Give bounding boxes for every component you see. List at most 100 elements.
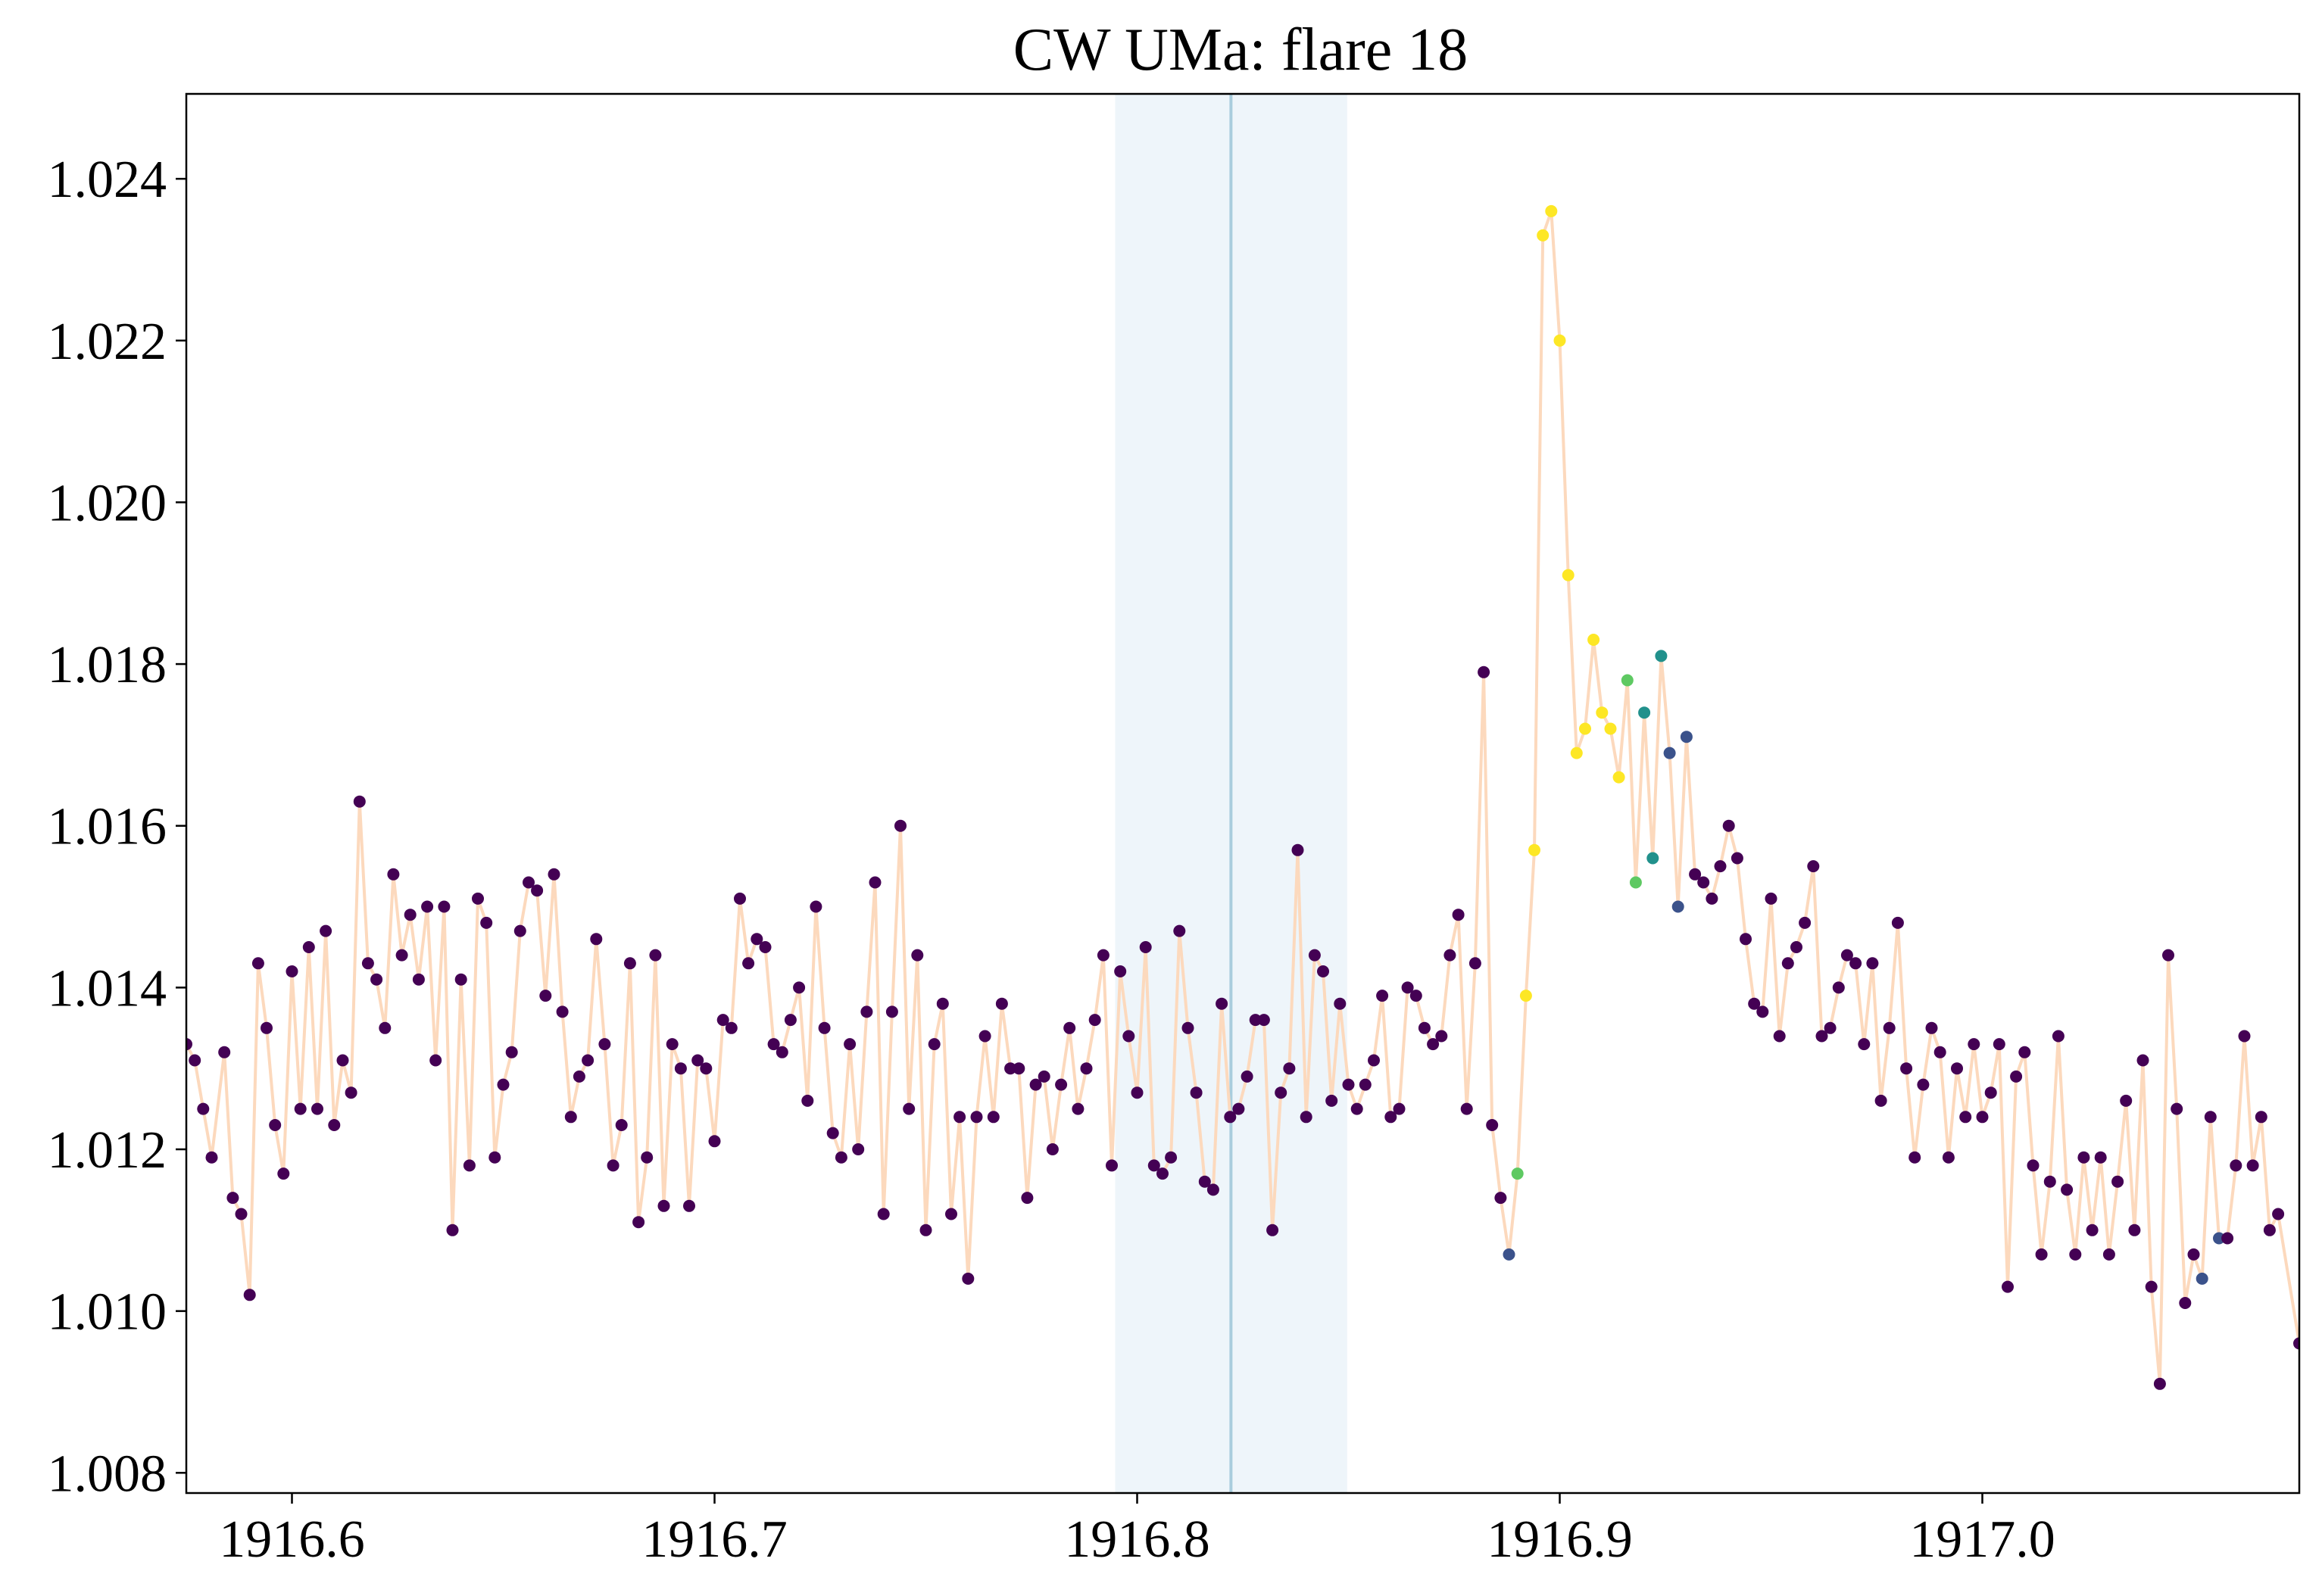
data-point [1553,334,1566,347]
x-tick-label: 1916.8 [1064,1510,1210,1569]
data-point [1097,949,1110,962]
data-point [2086,1223,2099,1236]
data-point [885,1005,898,1018]
data-point [2145,1280,2158,1293]
data-point [1519,990,1532,1002]
data-point [513,924,526,937]
data-point [197,1102,210,1115]
data-point [2002,1280,2014,1293]
data-point [2136,1054,2149,1067]
data-point [953,1111,966,1124]
data-point [1173,924,1186,937]
data-point [328,1119,341,1131]
data-point [1604,722,1617,735]
data-point [1494,1192,1507,1205]
data-point [751,933,763,946]
data-point [1283,1062,1296,1075]
data-point [1198,1175,1211,1188]
data-point [1933,1046,1946,1058]
data-point [302,941,315,953]
data-point [1587,634,1600,646]
data-point [1232,1102,1245,1115]
data-point [1815,1030,1828,1043]
data-point [691,1054,704,1067]
y-tick-label: 1.020 [48,474,167,532]
plot-area [186,94,2299,1493]
data-point [2102,1248,2115,1261]
data-point [776,1046,788,1058]
data-point [1013,1062,1025,1075]
data-point [1308,949,1321,962]
data-point [286,965,298,977]
data-point [205,1151,218,1164]
data-point [2128,1223,2141,1236]
x-tick-label: 1916.6 [219,1510,365,1569]
data-point [1468,957,1481,970]
data-point [2111,1175,2124,1188]
data-point [801,1094,814,1107]
data-point [1266,1223,1279,1236]
data-point [2061,1183,2074,1196]
data-point [1663,747,1676,759]
data-point [277,1167,290,1180]
data-point [835,1151,847,1164]
data-point [1866,957,1879,970]
data-point [1401,981,1414,994]
data-point [1756,1005,1769,1018]
data-point [911,949,924,962]
data-point [345,1086,357,1099]
data-point [1528,843,1540,856]
data-point [1807,860,1820,873]
data-point [700,1062,713,1075]
data-point [1697,876,1710,889]
data-point [683,1199,695,1212]
data-point [564,1111,577,1124]
data-point [582,1054,595,1067]
data-point [387,868,400,881]
data-point [1359,1078,1372,1091]
x-tick-label: 1916.7 [641,1510,788,1569]
data-point [2263,1223,2276,1236]
data-point [2171,1102,2183,1115]
data-point [1706,892,1718,905]
data-point [987,1111,1000,1124]
data-point [1435,1030,1448,1043]
data-point [1029,1078,1042,1091]
data-point [1181,1021,1194,1034]
data-point [1646,852,1659,865]
data-point [1765,892,1777,905]
data-point [1452,909,1465,921]
data-point [1046,1143,1059,1155]
data-point [1840,949,1853,962]
data-point [1671,900,1684,913]
y-tick-label: 1.008 [48,1445,167,1503]
data-point [1165,1151,1178,1164]
data-point [945,1208,957,1220]
data-point [818,1021,831,1034]
plot-frame [185,92,2301,1495]
data-point [919,1223,932,1236]
data-point [1900,1062,1913,1075]
data-point [421,900,434,913]
data-point [1849,957,1862,970]
data-point [962,1272,975,1285]
data-point [1190,1086,1203,1099]
data-point [2153,1377,2166,1390]
data-point [189,1054,201,1067]
y-tick-label: 1.010 [48,1283,167,1342]
data-point [2120,1094,2133,1107]
data-point [523,876,535,889]
data-point [463,1159,476,1172]
data-point [1976,1111,1989,1124]
data-point [573,1070,585,1083]
data-point [2246,1159,2259,1172]
data-point [1080,1062,1093,1075]
data-point [1038,1070,1050,1083]
data-point [1368,1054,1380,1067]
data-point [243,1289,256,1301]
data-point [311,1102,323,1115]
data-point [1680,731,1693,743]
data-point [1291,843,1304,856]
data-point [1511,1167,1524,1180]
data-point [1621,674,1634,687]
